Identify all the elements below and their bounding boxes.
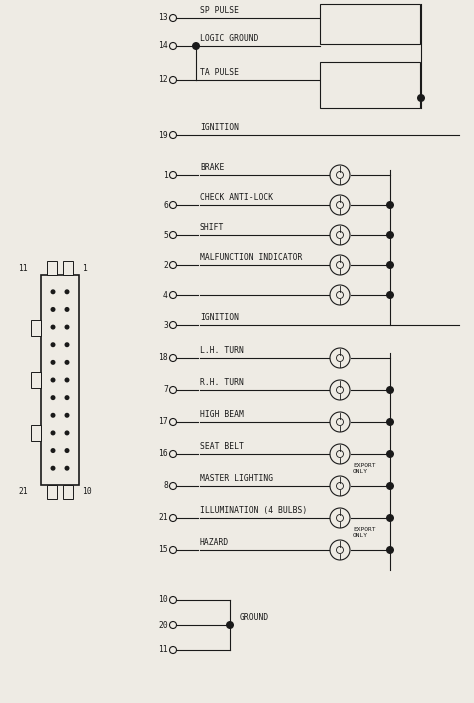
Bar [63, 485, 73, 499]
Circle shape [51, 307, 55, 312]
Circle shape [51, 360, 55, 365]
Text: 10: 10 [158, 595, 168, 605]
Text: EXPORT
ONLY: EXPORT ONLY [353, 527, 375, 538]
Text: 6: 6 [163, 200, 168, 209]
Bar [41, 275, 79, 485]
Bar [320, 62, 420, 108]
Circle shape [386, 418, 394, 426]
Text: HIGH BEAM: HIGH BEAM [200, 410, 244, 419]
Circle shape [64, 360, 70, 365]
Circle shape [64, 342, 70, 347]
Circle shape [386, 291, 394, 299]
Text: EXPORT
ONLY: EXPORT ONLY [353, 463, 375, 474]
Text: 16: 16 [158, 449, 168, 458]
Text: 8: 8 [163, 482, 168, 491]
Circle shape [64, 307, 70, 312]
Circle shape [64, 378, 70, 382]
Text: MALFUNCTION INDICATOR: MALFUNCTION INDICATOR [200, 253, 302, 262]
Text: HAZARD: HAZARD [200, 538, 229, 547]
Circle shape [417, 94, 425, 102]
Text: SEAT BELT: SEAT BELT [200, 442, 244, 451]
Text: L.H. TURN: L.H. TURN [200, 346, 244, 355]
Text: 14: 14 [158, 41, 168, 51]
Text: 10: 10 [82, 487, 92, 496]
Circle shape [51, 430, 55, 435]
Circle shape [64, 413, 70, 418]
Circle shape [386, 201, 394, 209]
Text: 7: 7 [163, 385, 168, 394]
Circle shape [51, 290, 55, 295]
Circle shape [386, 261, 394, 269]
Bar [63, 261, 73, 275]
Circle shape [51, 395, 55, 400]
Text: 13: 13 [158, 13, 168, 22]
Circle shape [51, 342, 55, 347]
Text: SHIFT: SHIFT [200, 223, 224, 232]
Circle shape [192, 42, 200, 50]
Circle shape [64, 325, 70, 330]
Bar [47, 485, 57, 499]
Circle shape [51, 325, 55, 330]
Text: 11: 11 [18, 264, 28, 273]
Text: MASTER LIGHTING: MASTER LIGHTING [200, 474, 273, 483]
Text: ELECTRONIC
SPEEDOMETER: ELECTRONIC SPEEDOMETER [345, 13, 395, 34]
Text: 19: 19 [158, 131, 168, 139]
Circle shape [386, 482, 394, 490]
Circle shape [64, 395, 70, 400]
Text: ILLUMINATION (4 BULBS): ILLUMINATION (4 BULBS) [200, 506, 307, 515]
Text: 12: 12 [158, 75, 168, 84]
Text: 21: 21 [158, 513, 168, 522]
Circle shape [226, 621, 234, 629]
Text: 1: 1 [82, 264, 87, 273]
Text: TA PULSE: TA PULSE [200, 68, 239, 77]
Text: 21: 21 [18, 487, 28, 496]
Circle shape [64, 465, 70, 471]
Circle shape [51, 378, 55, 382]
Circle shape [51, 465, 55, 471]
Text: 4: 4 [163, 290, 168, 299]
Text: 15: 15 [158, 546, 168, 555]
Text: SP PULSE: SP PULSE [200, 6, 239, 15]
Circle shape [51, 448, 55, 453]
Circle shape [386, 514, 394, 522]
Text: R.H. TURN: R.H. TURN [200, 378, 244, 387]
Circle shape [386, 450, 394, 458]
Text: 5: 5 [163, 231, 168, 240]
Text: CHECK ANTI-LOCK: CHECK ANTI-LOCK [200, 193, 273, 202]
Text: 1: 1 [163, 171, 168, 179]
Circle shape [386, 386, 394, 394]
Circle shape [64, 448, 70, 453]
Circle shape [64, 290, 70, 295]
Text: LOGIC GROUND: LOGIC GROUND [200, 34, 258, 43]
Circle shape [51, 413, 55, 418]
Circle shape [386, 231, 394, 239]
Text: BRAKE: BRAKE [200, 163, 224, 172]
Circle shape [64, 430, 70, 435]
Text: 18: 18 [158, 354, 168, 363]
Bar [31, 425, 41, 441]
Text: IGNITION: IGNITION [200, 123, 239, 132]
Text: GROUND: GROUND [240, 613, 269, 622]
Text: ELECTRONIC
TACHOMETER: ELECTRONIC TACHOMETER [347, 75, 393, 96]
Bar [31, 319, 41, 335]
Text: 2: 2 [163, 261, 168, 269]
Bar [47, 261, 57, 275]
Text: 20: 20 [158, 621, 168, 629]
Bar [320, 4, 420, 44]
Circle shape [386, 546, 394, 554]
Text: IGNITION: IGNITION [200, 313, 239, 322]
Text: 17: 17 [158, 418, 168, 427]
Text: 3: 3 [163, 321, 168, 330]
Bar [31, 372, 41, 388]
Text: 11: 11 [158, 645, 168, 654]
